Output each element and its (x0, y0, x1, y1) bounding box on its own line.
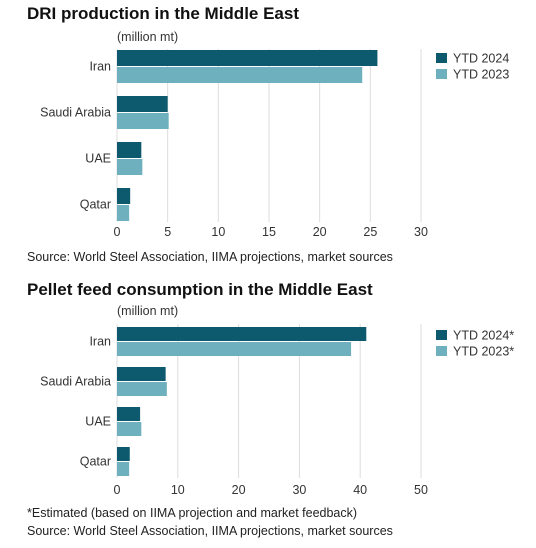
bar (117, 447, 130, 461)
chart-2-title: Pellet feed consumption in the Middle Ea… (27, 280, 373, 299)
legend-label: YTD 2023 (453, 68, 509, 82)
category-label: Saudi Arabia (40, 375, 111, 389)
bar (117, 342, 352, 356)
tick-label: 10 (211, 225, 225, 239)
legend-swatch (436, 330, 447, 340)
bar (117, 142, 142, 158)
category-label: Qatar (80, 198, 111, 212)
tick-label: 5 (164, 225, 171, 239)
bar (117, 67, 363, 83)
bar (117, 96, 168, 112)
legend-label: YTD 2023* (453, 345, 514, 359)
category-label: UAE (85, 415, 111, 429)
chart-1-source: Source: World Steel Association, IIMA pr… (27, 250, 393, 264)
bar (117, 188, 131, 204)
tick-label: 20 (232, 483, 246, 497)
legend-swatch (436, 69, 447, 79)
bar (117, 422, 142, 436)
chart-2-source: Source: World Steel Association, IIMA pr… (27, 524, 393, 538)
tick-label: 15 (262, 225, 276, 239)
unit-label: (million mt) (117, 30, 178, 44)
category-label: Iran (89, 60, 111, 74)
tick-label: 30 (414, 225, 428, 239)
tick-label: 10 (171, 483, 185, 497)
bar (117, 50, 378, 66)
bar (117, 462, 130, 476)
bar (117, 113, 169, 129)
bar (117, 205, 130, 221)
bar (117, 367, 166, 381)
legend-label: YTD 2024 (453, 52, 509, 66)
category-label: Iran (89, 335, 111, 349)
legend-label: YTD 2024* (453, 329, 514, 343)
tick-label: 50 (414, 483, 428, 497)
bar (117, 407, 141, 421)
tick-label: 25 (363, 225, 377, 239)
chart-1-title: DRI production in the Middle East (27, 4, 299, 23)
tick-label: 0 (114, 483, 121, 497)
tick-label: 30 (292, 483, 306, 497)
legend-swatch (436, 53, 447, 63)
legend-swatch (436, 346, 447, 356)
category-label: UAE (85, 152, 111, 166)
tick-label: 20 (313, 225, 327, 239)
bar (117, 159, 143, 175)
chart-2-note: *Estimated (based on IIMA projection and… (27, 506, 358, 520)
category-label: Saudi Arabia (40, 106, 111, 120)
bar (117, 327, 367, 341)
unit-label: (million mt) (117, 304, 178, 318)
tick-label: 0 (114, 225, 121, 239)
category-label: Qatar (80, 455, 111, 469)
tick-label: 40 (353, 483, 367, 497)
bar (117, 382, 167, 396)
